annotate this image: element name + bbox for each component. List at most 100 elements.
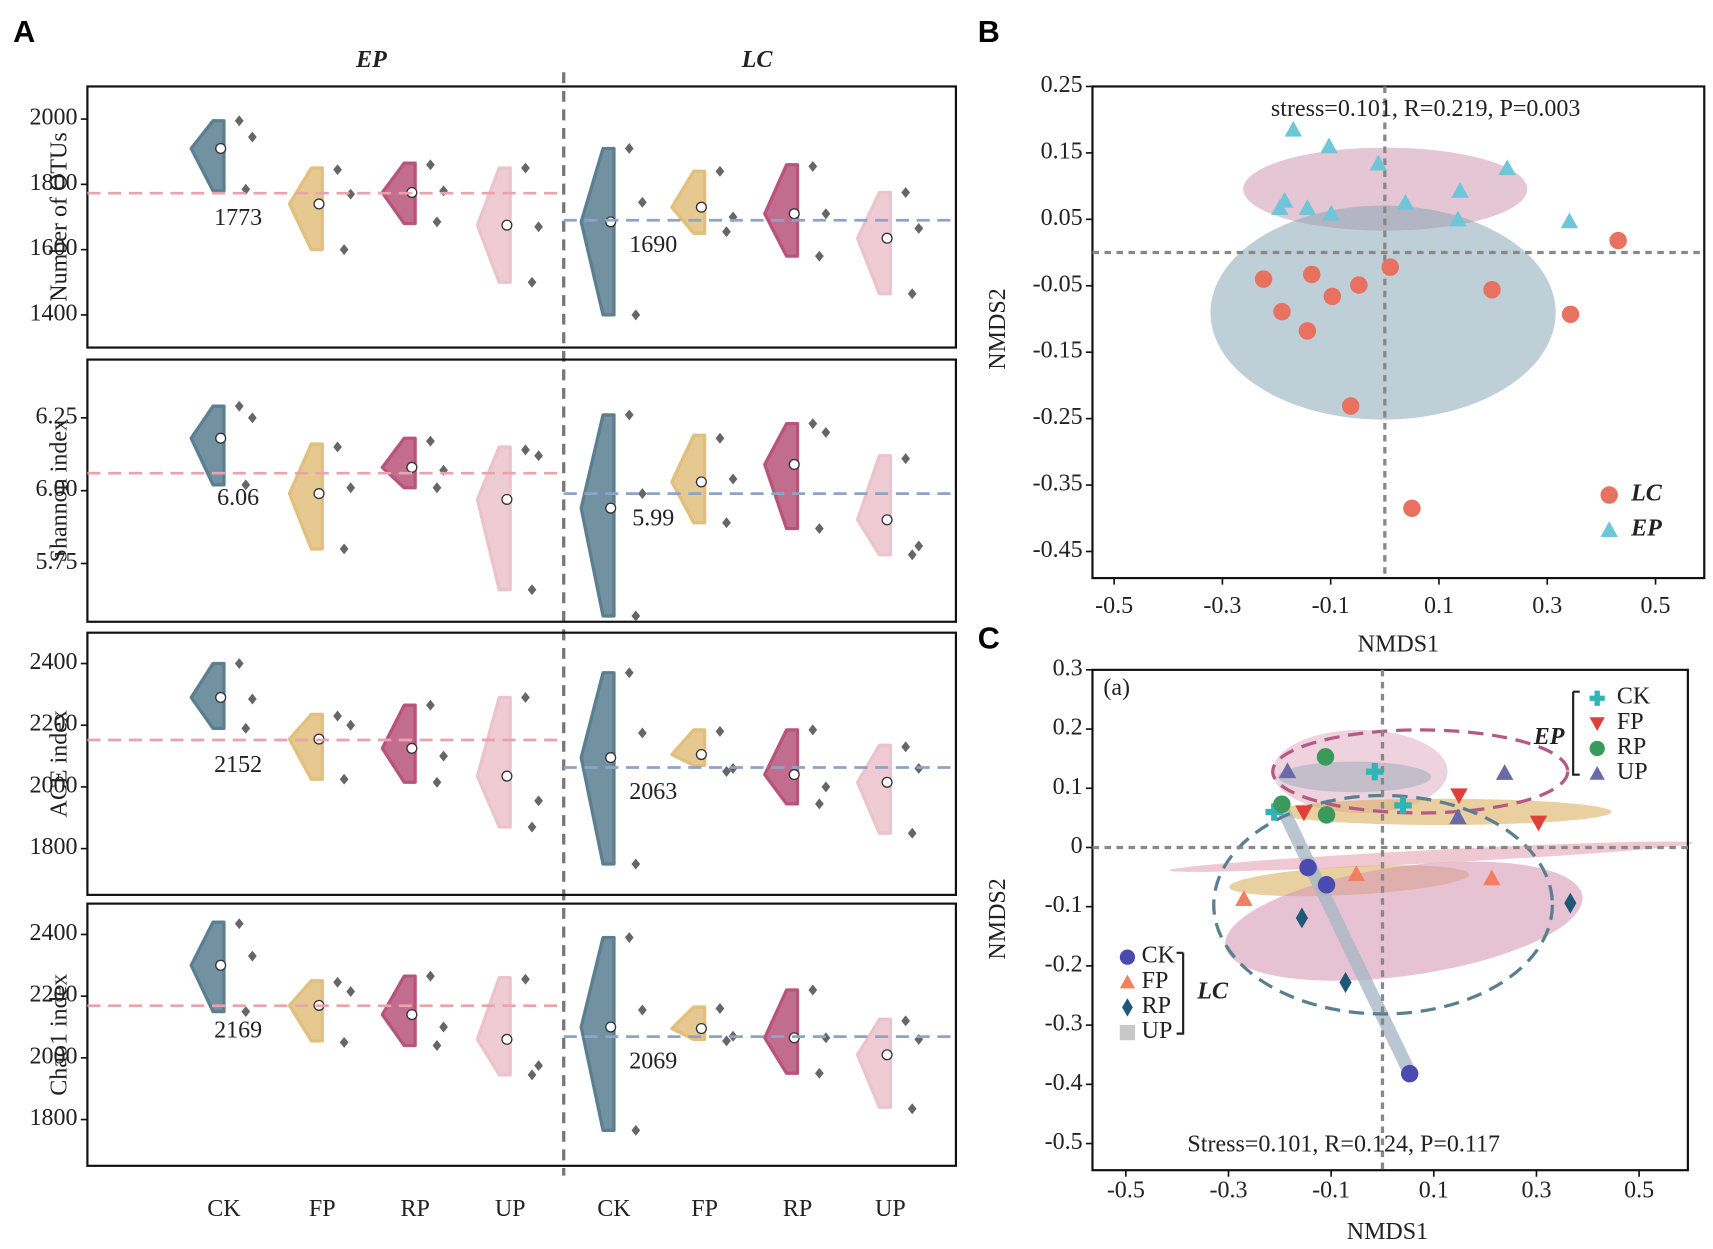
ellipse [1278, 761, 1432, 793]
x-tick-label: 0.5 [1641, 593, 1671, 619]
point [722, 226, 731, 238]
mean-dot [605, 1021, 617, 1033]
point [534, 795, 543, 807]
half-violin [670, 433, 707, 525]
point [521, 162, 530, 174]
mean-dot [605, 502, 617, 514]
x-tick-label: 0.1 [1419, 1178, 1449, 1204]
reference-label: 1773 [214, 205, 262, 231]
half-violin [287, 442, 324, 551]
point [1589, 740, 1605, 757]
point [1498, 159, 1516, 176]
point [333, 164, 342, 176]
point [339, 244, 349, 256]
half-violin [855, 454, 893, 557]
mean-dot [695, 748, 707, 761]
mean-dot [313, 488, 325, 500]
point [808, 724, 818, 736]
point [638, 1004, 647, 1016]
point [432, 216, 442, 228]
point [631, 1124, 641, 1136]
mean-dot [406, 1009, 418, 1021]
y-tick-label: 1800 [30, 834, 78, 860]
point [1341, 397, 1360, 415]
y-tick-label: 2000 [30, 1043, 78, 1069]
x-tick-label: UP [495, 1196, 526, 1222]
mean-dot [501, 770, 513, 782]
point [1600, 486, 1618, 504]
half-violin [287, 166, 324, 252]
point [821, 426, 831, 438]
ellipse [1243, 147, 1528, 231]
point [1529, 815, 1548, 832]
y-tick-label: 0.3 [1053, 655, 1083, 681]
point [1483, 281, 1501, 299]
x-tick-label: RP [783, 1196, 812, 1222]
x-tick-label: -0.3 [1203, 593, 1241, 619]
point [247, 693, 257, 705]
point [814, 798, 824, 810]
x-axis-label: NMDS1 [1347, 1219, 1428, 1245]
y-axis-label: Shannon index [47, 419, 73, 562]
point [1589, 690, 1605, 706]
half-violin [475, 976, 512, 1077]
legend-label: FP [1142, 968, 1169, 994]
point [638, 196, 647, 208]
point [339, 773, 349, 785]
point [439, 1021, 448, 1033]
x-tick-label: 0.5 [1624, 1178, 1654, 1204]
point [1449, 210, 1467, 227]
half-violin [579, 413, 616, 618]
x-tick-label: FP [309, 1196, 336, 1222]
y-tick-label: -0.1 [1045, 892, 1083, 918]
half-violin [855, 1017, 893, 1109]
point [247, 131, 257, 143]
point [1394, 796, 1412, 815]
x-tick-label: 0.3 [1532, 593, 1562, 619]
point [1369, 154, 1388, 171]
mean-dot [881, 514, 893, 526]
y-axis-label: Chao1 index [47, 974, 73, 1096]
y-tick-label: -0.45 [1033, 537, 1083, 563]
point [527, 1069, 537, 1081]
x-tick-label: -0.5 [1095, 593, 1133, 619]
y-tick-label: 0.05 [1041, 205, 1083, 231]
y-tick-label: -0.5 [1045, 1129, 1083, 1155]
point [1561, 305, 1580, 324]
point [1235, 890, 1253, 906]
point [907, 288, 917, 300]
inner-label: (a) [1103, 675, 1130, 701]
half-violin [189, 119, 226, 193]
point [527, 821, 537, 833]
plot-frame [1091, 668, 1689, 1172]
y-tick-label: -0.05 [1033, 271, 1083, 297]
mean-dot [788, 208, 800, 220]
point [1298, 199, 1317, 216]
point [333, 976, 342, 988]
half-violin [763, 422, 800, 531]
legend-label: LC [1630, 481, 1663, 507]
y-tick-label: 1600 [30, 235, 78, 261]
plot-frame [1091, 85, 1706, 580]
point [914, 540, 924, 552]
reference-label: 2169 [214, 1017, 262, 1043]
point [814, 523, 824, 535]
point [901, 1015, 911, 1027]
point [624, 932, 634, 944]
point [901, 741, 911, 753]
point [715, 432, 725, 444]
y-tick-label: -0.25 [1033, 404, 1083, 430]
x-tick-label: RP [400, 1196, 429, 1222]
ellipse [1225, 861, 1583, 981]
reference-label: 2152 [214, 752, 262, 778]
half-violin [189, 920, 226, 1014]
y-axis-label: ACE index [47, 710, 73, 817]
reference-label: 6.06 [217, 485, 259, 511]
legend-label: UP [1142, 1018, 1173, 1044]
point [1495, 764, 1514, 780]
half-violin [380, 436, 417, 490]
y-axis-label: Number of OTUs [47, 132, 73, 301]
y-tick-label: 2200 [30, 711, 78, 737]
point [715, 1003, 725, 1014]
y-tick-label: 0.1 [1053, 774, 1083, 800]
